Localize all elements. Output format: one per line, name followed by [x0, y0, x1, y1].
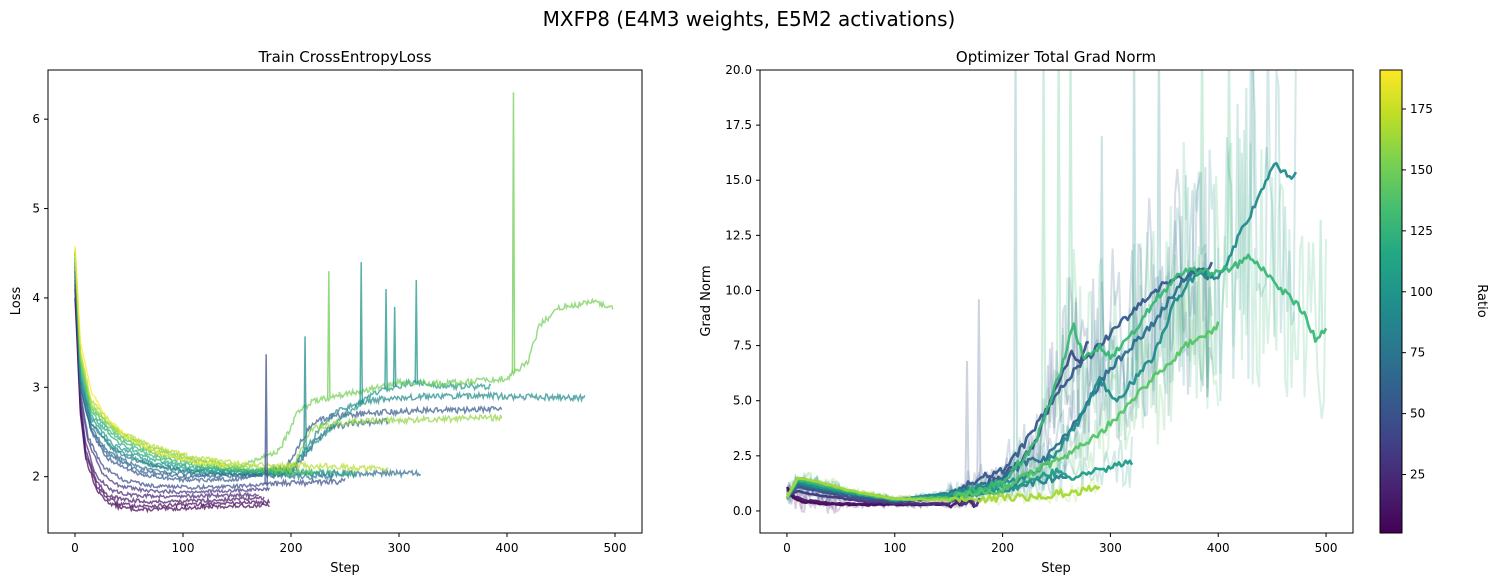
gradnorm-raw-spike	[1264, 147, 1270, 180]
gradnorm-smoothed-line	[785, 459, 1134, 502]
gradnorm-raw-spike	[1156, 70, 1162, 343]
x-tick-label: 200	[280, 541, 303, 555]
colorbar-tick-label: 75	[1410, 346, 1425, 360]
loss-series-line	[74, 262, 335, 482]
loss-y-axis: 2 3 4 5 6	[32, 112, 48, 484]
colorbar-label: Ratio	[1474, 284, 1489, 317]
loss-spike	[384, 288, 388, 390]
gradnorm-series-group	[785, 70, 1328, 514]
y-tick-label: 0.0	[733, 504, 752, 518]
colorbar-tick-label: 100	[1410, 285, 1433, 299]
gradnorm-x-label: Step	[1041, 561, 1071, 576]
loss-x-axis: 0 100 200 300 400 500	[71, 533, 626, 555]
y-tick-label: 7.5	[733, 339, 752, 353]
loss-y-label: Loss	[9, 287, 24, 316]
gradnorm-chart-title: Optimizer Total Grad Norm	[956, 48, 1156, 66]
loss-spike	[264, 354, 268, 485]
loss-chart-title: Train CrossEntropyLoss	[257, 48, 431, 66]
x-tick-label: 500	[1315, 541, 1338, 555]
loss-series-line	[74, 248, 389, 474]
x-tick-label: 100	[883, 541, 906, 555]
loss-series-line	[74, 246, 229, 469]
x-tick-label: 300	[1099, 541, 1122, 555]
x-tick-label: 300	[388, 541, 411, 555]
gradnorm-raw-spike	[1131, 70, 1137, 381]
gradnorm-raw-spike	[1199, 70, 1205, 272]
loss-series-line	[74, 266, 389, 480]
x-tick-label: 0	[783, 541, 791, 555]
loss-series-line	[74, 297, 270, 514]
gradnorm-smoothed-line	[786, 489, 982, 508]
colorbar-tick-label: 150	[1410, 163, 1433, 177]
loss-plot-area	[74, 92, 614, 514]
colorbar-tick-label: 175	[1410, 102, 1433, 116]
y-tick-label: 5	[32, 202, 40, 216]
loss-plot-frame	[47, 69, 643, 534]
loss-series-line	[74, 253, 292, 478]
loss-x-label: Step	[330, 561, 360, 576]
y-tick-label: 12.5	[725, 228, 752, 242]
gradnorm-plot-frame	[759, 69, 1354, 534]
loss-series-line	[74, 251, 614, 471]
gradnorm-chart: Optimizer Total Grad Norm 0 100 200 300 400 5…	[699, 48, 1354, 576]
gradnorm-raw-spike	[1226, 70, 1232, 269]
y-tick-label: 20.0	[725, 63, 752, 77]
loss-spike	[359, 262, 364, 403]
y-tick-label: 2	[32, 470, 40, 484]
y-tick-label: 2.5	[733, 449, 752, 463]
loss-series-group	[74, 92, 614, 514]
colorbar: 25 50 75 100 125 150 175 Ratio	[1379, 69, 1489, 534]
loss-chart: Train CrossEntropyLoss 0 100 200 300 400 500 …	[9, 48, 643, 576]
colorbar-gradient	[1379, 69, 1403, 534]
gradnorm-raw-spike	[976, 299, 982, 487]
y-tick-label: 6	[32, 112, 40, 126]
gradnorm-x-axis: 0 100 200 300 400 500	[783, 533, 1337, 555]
y-tick-label: 17.5	[725, 118, 752, 132]
gradnorm-raw-spike	[964, 361, 970, 491]
x-tick-label: 400	[1207, 541, 1230, 555]
loss-spike	[326, 271, 331, 398]
loss-series-line	[74, 288, 271, 509]
gradnorm-smoothed-line	[785, 477, 1101, 504]
x-tick-label: 400	[496, 541, 519, 555]
gradnorm-raw-spike	[1318, 219, 1324, 334]
colorbar-tick-label: 50	[1410, 407, 1425, 421]
loss-series-line	[74, 257, 586, 477]
colorbar-tick-label: 125	[1410, 224, 1433, 238]
y-tick-label: 4	[32, 291, 40, 305]
gradnorm-raw-spike	[1067, 70, 1074, 333]
y-tick-label: 3	[32, 380, 40, 394]
figure-title: MXFP8 (E4M3 weights, E5M2 activations)	[543, 7, 956, 31]
loss-series-line	[74, 275, 271, 496]
gradnorm-raw-spike	[1099, 136, 1105, 382]
gradnorm-raw-spike	[1012, 70, 1019, 480]
gradnorm-raw-spike	[1250, 70, 1256, 209]
x-tick-label: 500	[604, 541, 627, 555]
y-tick-label: 5.0	[733, 394, 752, 408]
loss-spike	[511, 92, 516, 374]
x-tick-label: 200	[991, 541, 1014, 555]
loss-spike	[392, 306, 397, 388]
y-tick-label: 10.0	[725, 283, 752, 297]
gradnorm-y-axis: 0.0 2.5 5.0 7.5 10.0 12.5 15.0 17.5 20.0	[725, 63, 760, 518]
gradnorm-raw-spike	[1040, 70, 1047, 421]
loss-series-line	[74, 251, 503, 474]
gradnorm-raw-spike	[1056, 70, 1062, 377]
loss-series-line	[74, 279, 260, 500]
x-tick-label: 0	[71, 541, 79, 555]
loss-spike	[303, 336, 307, 450]
colorbar-ticks: 25 50 75 100 125 150 175	[1402, 102, 1433, 482]
x-tick-label: 100	[172, 541, 195, 555]
colorbar-tick-label: 25	[1410, 468, 1425, 482]
y-tick-label: 15.0	[725, 173, 752, 187]
gradnorm-y-label: Grad Norm	[699, 265, 714, 336]
loss-series-line	[74, 284, 265, 505]
loss-spike	[414, 280, 419, 384]
loss-series-line	[74, 271, 346, 491]
gradnorm-plot-area	[785, 70, 1328, 514]
